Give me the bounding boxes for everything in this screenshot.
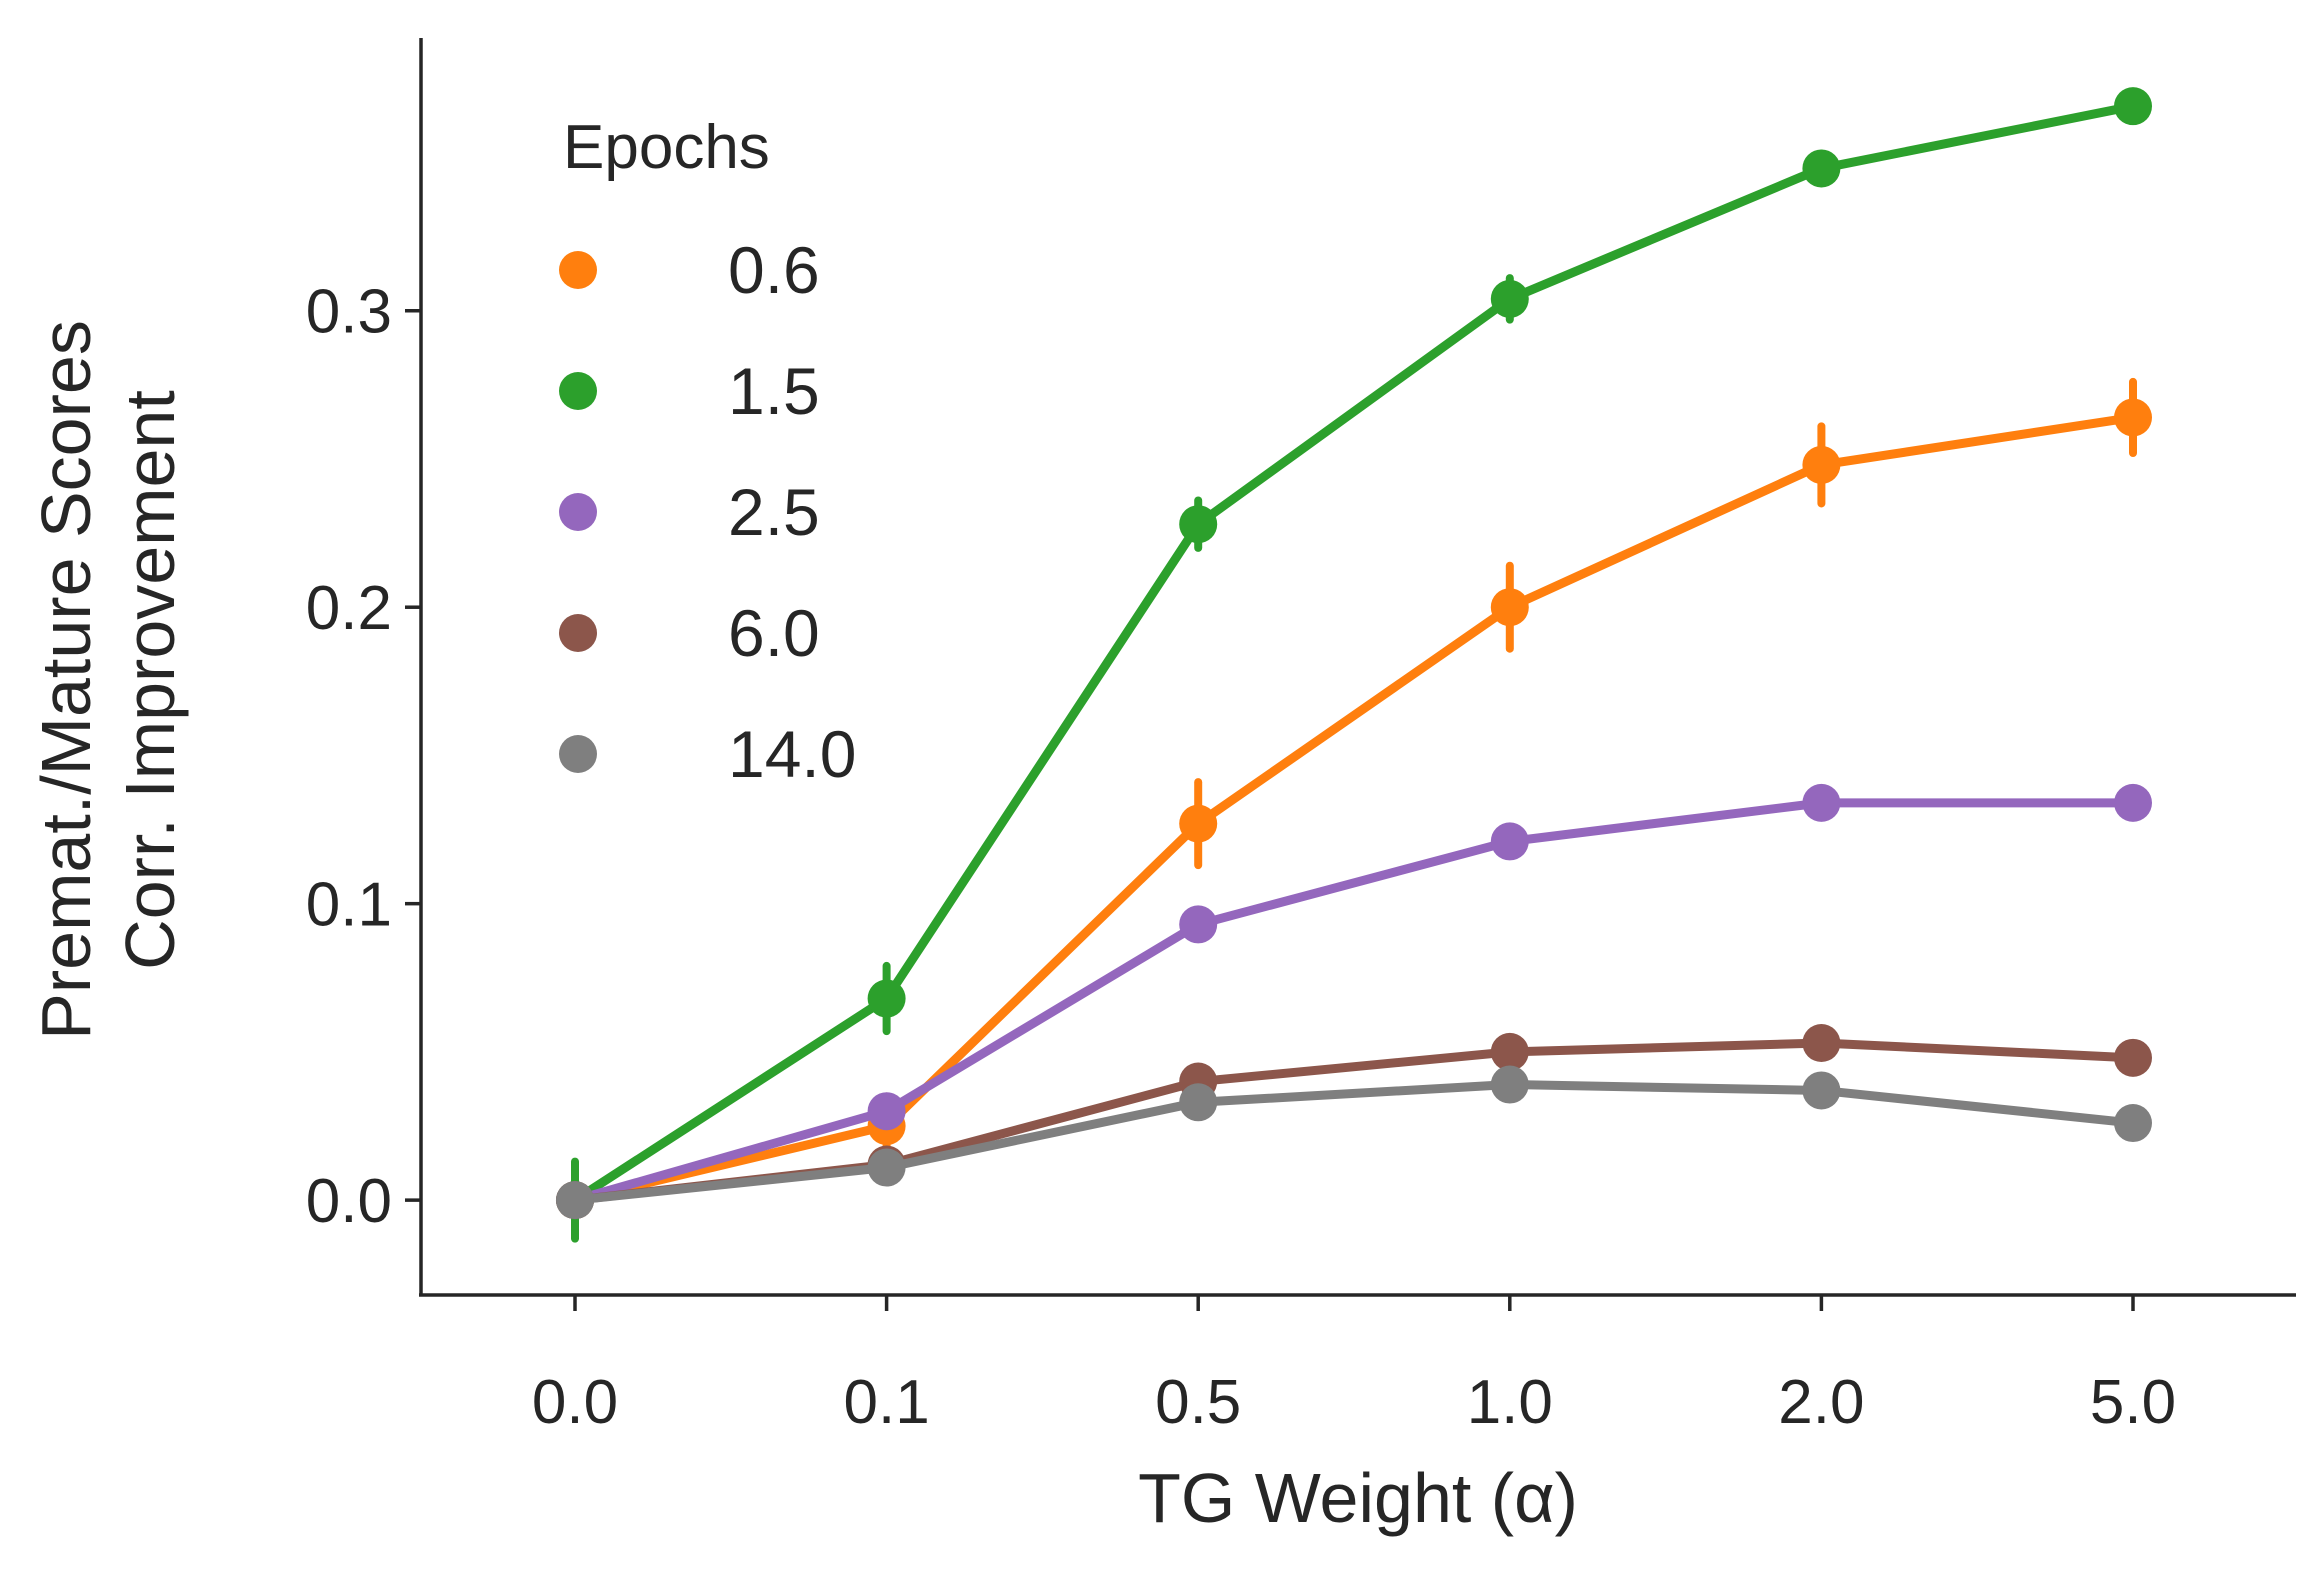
x-tick-label: 1.0 bbox=[1467, 1368, 1553, 1437]
legend-label: 6.0 bbox=[728, 596, 820, 670]
series-14-0 bbox=[556, 1065, 2152, 1220]
legend-label: 14.0 bbox=[728, 717, 856, 791]
x-tick-label: 5.0 bbox=[2090, 1368, 2176, 1437]
data-point bbox=[2114, 1038, 2152, 1077]
data-point bbox=[867, 979, 906, 1018]
y-tick-label: 0.3 bbox=[306, 278, 392, 347]
data-point bbox=[1490, 1032, 1529, 1071]
y-axis-label-line-1: Premat./Mature Scores bbox=[27, 320, 105, 1040]
data-point bbox=[2114, 87, 2152, 126]
legend-label: 1.5 bbox=[728, 354, 820, 428]
data-point bbox=[867, 1092, 906, 1131]
legend-label: 0.6 bbox=[728, 233, 820, 307]
legend-label: 2.5 bbox=[728, 475, 820, 549]
data-point bbox=[1802, 1024, 1841, 1063]
y-tick-label: 0.0 bbox=[306, 1167, 392, 1236]
legend-marker bbox=[559, 372, 597, 410]
data-point bbox=[2114, 398, 2152, 437]
series-line bbox=[570, 798, 2138, 1205]
data-point bbox=[867, 1148, 906, 1187]
series-line bbox=[570, 1080, 2138, 1205]
x-tick-label: 2.0 bbox=[1778, 1368, 1864, 1437]
series-2-5 bbox=[556, 783, 2152, 1220]
x-ticks: 0.0 0.1 0.5 1.0 2.0 5.0 bbox=[532, 1295, 2176, 1437]
data-point bbox=[1802, 445, 1841, 484]
y-ticks: 0.0 0.1 0.2 0.3 bbox=[306, 278, 421, 1236]
x-tick-label: 0.5 bbox=[1155, 1368, 1241, 1437]
y-tick-label: 0.2 bbox=[306, 574, 392, 643]
y-axis-label-line-2: Corr. Improvement bbox=[111, 390, 189, 970]
data-point bbox=[1490, 588, 1529, 627]
data-point bbox=[2114, 1104, 2152, 1143]
legend: Epochs 0.6 1.5 2.5 6.0 14.0 bbox=[559, 113, 856, 791]
data-point bbox=[1179, 905, 1218, 944]
x-tick-label: 0.0 bbox=[532, 1368, 618, 1437]
legend-marker bbox=[559, 614, 597, 652]
data-point bbox=[1802, 149, 1841, 188]
data-point bbox=[2114, 783, 2152, 822]
series-layer bbox=[556, 87, 2152, 1243]
series-line bbox=[570, 412, 2138, 1205]
legend-marker bbox=[559, 493, 597, 531]
data-point bbox=[1802, 1071, 1841, 1110]
legend-marker bbox=[559, 251, 597, 289]
data-point bbox=[1802, 783, 1841, 822]
x-tick-label: 0.1 bbox=[843, 1368, 929, 1437]
data-point bbox=[556, 1181, 594, 1220]
data-point bbox=[1179, 1083, 1218, 1122]
legend-marker bbox=[559, 735, 597, 773]
legend-title: Epochs bbox=[563, 113, 770, 182]
data-point bbox=[1179, 804, 1218, 843]
series-line bbox=[570, 101, 2138, 1205]
data-point bbox=[1490, 1065, 1529, 1104]
data-point bbox=[1179, 505, 1218, 544]
x-axis-label: TG Weight (α) bbox=[1138, 1459, 1578, 1537]
data-point bbox=[1490, 822, 1529, 861]
axes bbox=[419, 38, 2296, 1297]
data-point bbox=[1490, 279, 1529, 318]
y-tick-label: 0.1 bbox=[306, 871, 392, 940]
